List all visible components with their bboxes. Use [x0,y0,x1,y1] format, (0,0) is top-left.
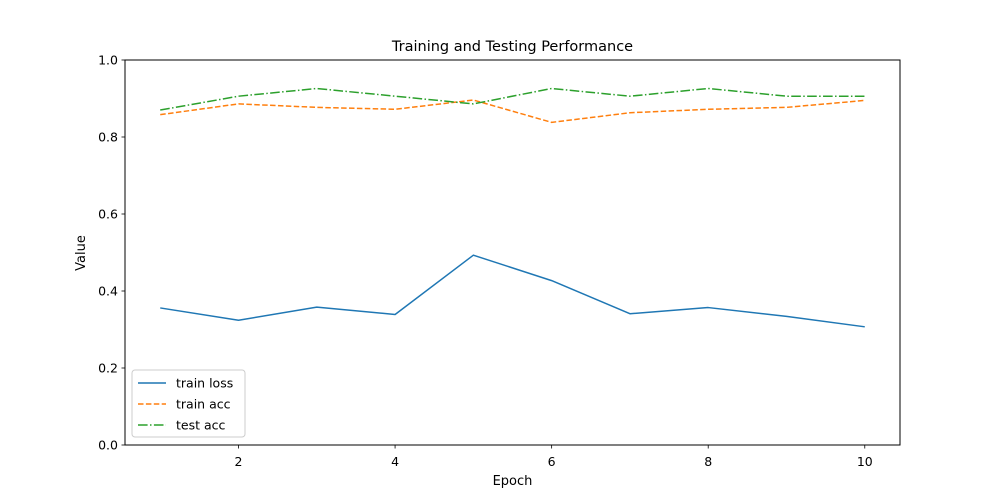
plot-frame [124,59,901,446]
y-tick-label: 0.8 [98,130,118,145]
series-line-test-acc [160,87,865,111]
y-tick-label: 0.2 [98,361,118,376]
legend-label: train acc [176,397,231,412]
series-layer [160,87,865,328]
y-tick-label: 0.4 [98,284,118,299]
x-tick-label: 8 [704,454,712,469]
chart-title: Training and Testing Performance [391,39,633,55]
legend-label: test acc [176,418,226,433]
y-axis-label: Value [74,235,89,271]
x-tick-label: 2 [235,454,243,469]
legend: train loss train acc test acc [131,369,246,438]
x-axis-label: Epoch [493,474,533,489]
legend-label: train loss [176,376,233,391]
y-tick-label: 1.0 [98,53,118,68]
x-tick-label: 4 [391,454,399,469]
ticks-layer: 2 4 6 8 10 0.0 0.2 0.4 0.6 0.8 1.0 [98,53,873,470]
y-tick-label: 0.0 [98,438,118,453]
y-tick-label: 0.6 [98,207,118,222]
legend-box [131,369,246,438]
x-tick-label: 10 [857,454,873,469]
series-line-train-acc [160,99,865,124]
series-line-train-loss [160,254,865,328]
x-tick-label: 6 [548,454,556,469]
